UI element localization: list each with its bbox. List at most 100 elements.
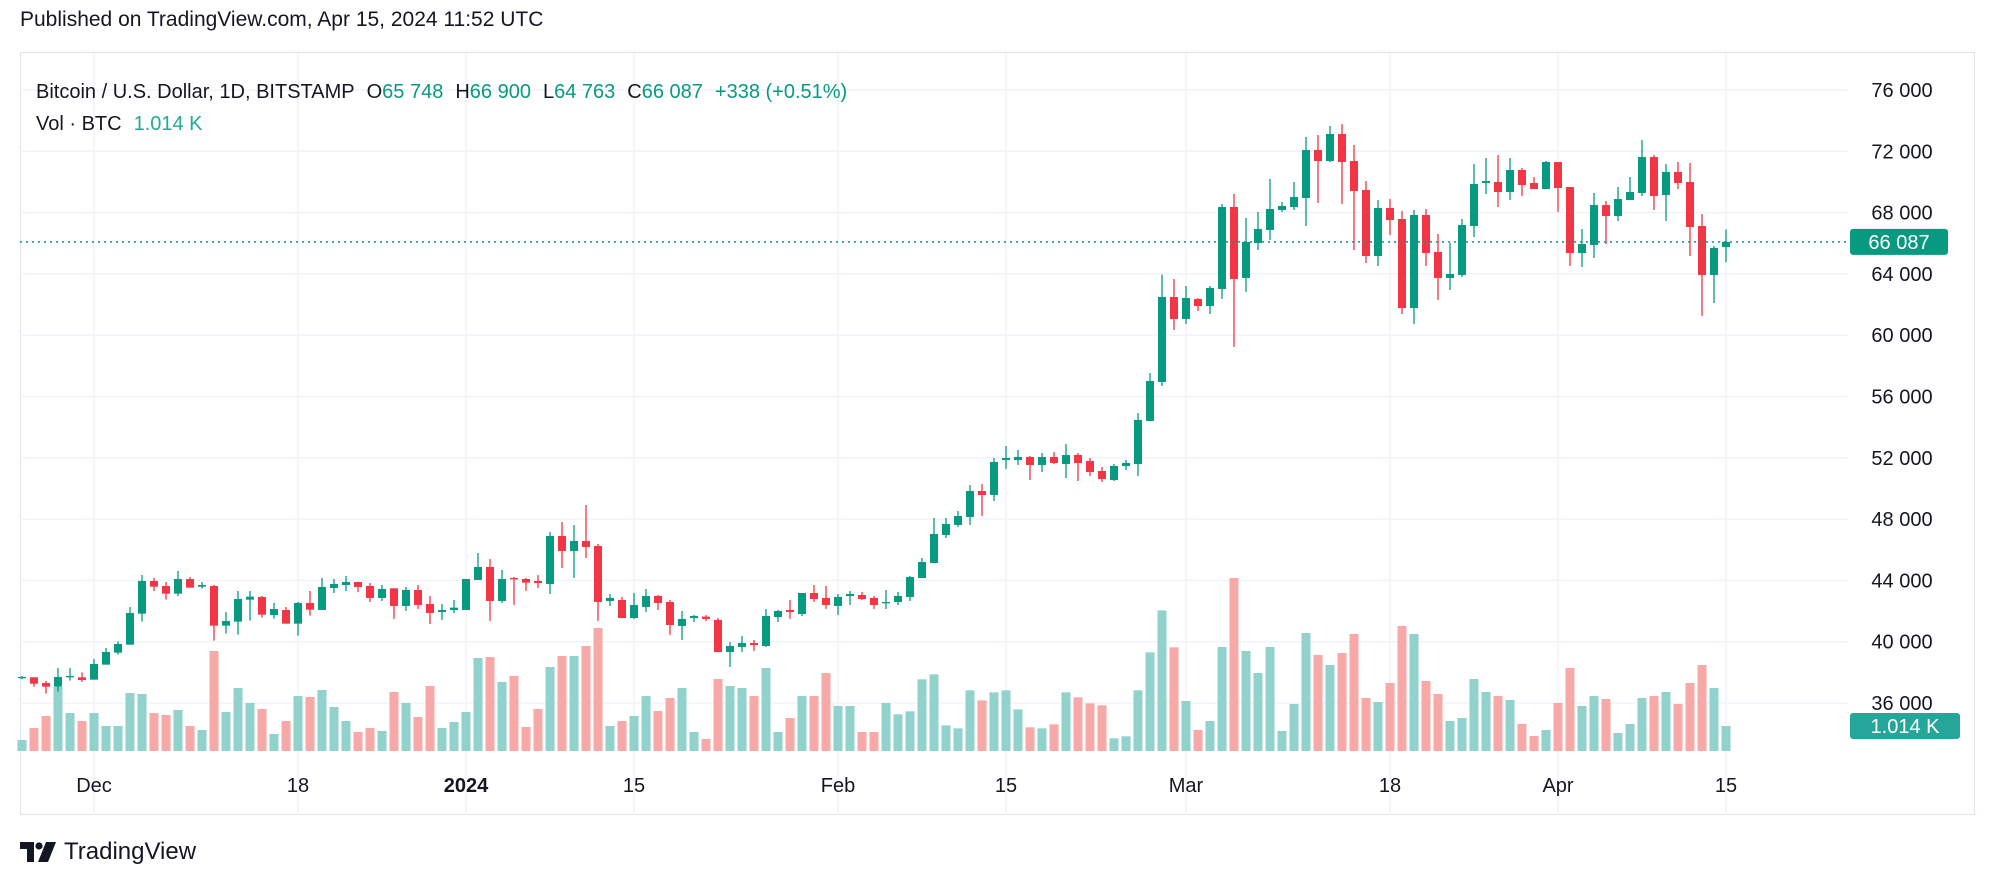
- candle[interactable]: [30, 677, 38, 687]
- candle[interactable]: [1482, 157, 1490, 194]
- candle[interactable]: [1314, 134, 1322, 203]
- candle[interactable]: [1446, 242, 1454, 290]
- candle[interactable]: [630, 592, 638, 619]
- candle[interactable]: [210, 584, 218, 641]
- candle[interactable]: [966, 484, 974, 525]
- candle[interactable]: [1350, 145, 1358, 250]
- candle[interactable]: [474, 552, 482, 580]
- candle[interactable]: [114, 641, 122, 655]
- candle[interactable]: [1194, 297, 1202, 311]
- candle[interactable]: [1566, 186, 1574, 266]
- candle[interactable]: [222, 611, 230, 634]
- candle[interactable]: [666, 599, 674, 635]
- candle[interactable]: [462, 578, 470, 610]
- candle[interactable]: [438, 603, 446, 620]
- candle[interactable]: [690, 614, 698, 622]
- candle[interactable]: [750, 639, 758, 651]
- candle[interactable]: [606, 593, 614, 606]
- candle[interactable]: [930, 517, 938, 563]
- candle[interactable]: [1326, 125, 1334, 162]
- legend-volume-label[interactable]: Vol · BTC: [36, 112, 122, 135]
- tradingview-logo[interactable]: TradingView: [20, 838, 196, 866]
- candle[interactable]: [1374, 199, 1382, 266]
- candle[interactable]: [906, 575, 914, 601]
- candle[interactable]: [1242, 217, 1250, 292]
- candle[interactable]: [678, 610, 686, 640]
- candle[interactable]: [654, 594, 662, 610]
- candle[interactable]: [726, 641, 734, 667]
- candle[interactable]: [498, 569, 506, 603]
- candle[interactable]: [1626, 177, 1634, 200]
- candle[interactable]: [126, 606, 134, 645]
- candle[interactable]: [810, 584, 818, 602]
- candle[interactable]: [1146, 372, 1154, 421]
- candle[interactable]: [1470, 164, 1478, 237]
- candle[interactable]: [1302, 137, 1310, 226]
- candle[interactable]: [1554, 161, 1562, 212]
- candle[interactable]: [1686, 162, 1694, 256]
- candle[interactable]: [762, 608, 770, 647]
- candle[interactable]: [1002, 445, 1010, 469]
- candle[interactable]: [990, 457, 998, 501]
- candle[interactable]: [1614, 186, 1622, 221]
- candle[interactable]: [714, 617, 722, 652]
- candle[interactable]: [1638, 140, 1646, 196]
- candle[interactable]: [366, 582, 374, 602]
- candle[interactable]: [858, 591, 866, 600]
- candle[interactable]: [1122, 459, 1130, 470]
- candle[interactable]: [1086, 457, 1094, 476]
- candle[interactable]: [1338, 123, 1346, 204]
- candle[interactable]: [558, 521, 566, 568]
- candle[interactable]: [18, 676, 26, 680]
- candle[interactable]: [402, 586, 410, 611]
- candle[interactable]: [522, 577, 530, 591]
- candle[interactable]: [186, 576, 194, 588]
- candle[interactable]: [1698, 213, 1706, 316]
- candle[interactable]: [786, 599, 794, 619]
- candle[interactable]: [510, 576, 518, 605]
- candle[interactable]: [834, 593, 842, 615]
- candle[interactable]: [150, 577, 158, 591]
- candle[interactable]: [270, 602, 278, 619]
- price-axis[interactable]: 76 000 72 000 68 000 64 000 60 000 56 000 52 0…: [1871, 80, 1932, 715]
- candle[interactable]: [882, 589, 890, 609]
- candle[interactable]: [54, 667, 62, 692]
- candle[interactable]: [354, 581, 362, 592]
- candle[interactable]: [450, 599, 458, 613]
- candle[interactable]: [426, 595, 434, 624]
- candle[interactable]: [1098, 466, 1106, 482]
- candle[interactable]: [1530, 177, 1538, 189]
- candle[interactable]: [1710, 245, 1718, 303]
- candle[interactable]: [1458, 218, 1466, 277]
- candle[interactable]: [1254, 211, 1262, 250]
- candle[interactable]: [246, 590, 254, 621]
- candle[interactable]: [1026, 455, 1034, 480]
- candle[interactable]: [1290, 181, 1298, 210]
- candle[interactable]: [534, 574, 542, 588]
- candle[interactable]: [342, 575, 350, 591]
- candle[interactable]: [774, 609, 782, 622]
- candle[interactable]: [618, 596, 626, 618]
- candle[interactable]: [1218, 203, 1226, 299]
- candle[interactable]: [294, 601, 302, 636]
- candle[interactable]: [330, 578, 338, 593]
- candle[interactable]: [306, 590, 314, 616]
- candle[interactable]: [138, 574, 146, 622]
- candle[interactable]: [1134, 412, 1142, 476]
- candle[interactable]: [1506, 157, 1514, 200]
- candle[interactable]: [1494, 155, 1502, 207]
- candle[interactable]: [1110, 463, 1118, 481]
- candle[interactable]: [546, 531, 554, 594]
- candle[interactable]: [234, 590, 242, 635]
- candle[interactable]: [594, 543, 602, 621]
- candle[interactable]: [1074, 452, 1082, 481]
- candle[interactable]: [1542, 161, 1550, 189]
- candle[interactable]: [954, 510, 962, 527]
- candle[interactable]: [570, 524, 578, 578]
- candle[interactable]: [942, 517, 950, 538]
- candle[interactable]: [162, 581, 170, 600]
- candle[interactable]: [1410, 209, 1418, 324]
- candle[interactable]: [846, 590, 854, 605]
- time-axis[interactable]: Dec 18 2024 15 Feb 15 Mar 18 Apr 15: [76, 775, 1737, 797]
